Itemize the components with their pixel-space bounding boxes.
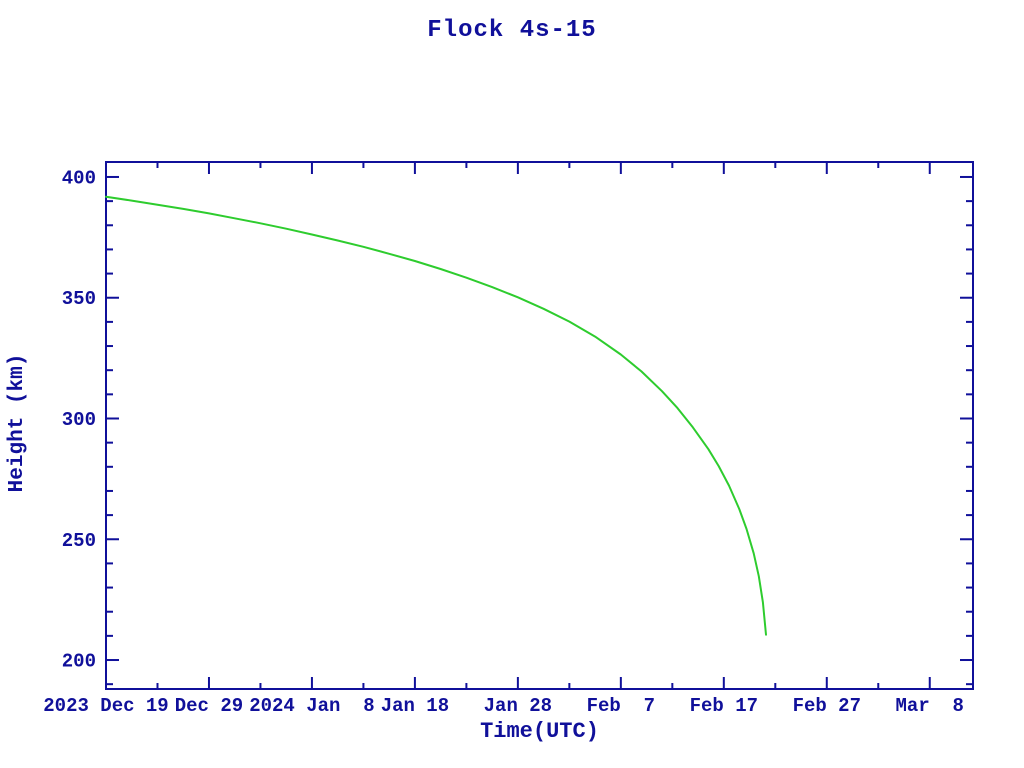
y-tick-label: 350 xyxy=(62,288,96,310)
chart-title: Flock 4s-15 xyxy=(427,17,597,44)
x-tick-label: Feb 27 xyxy=(793,695,861,717)
y-tick-label: 200 xyxy=(62,651,96,673)
x-tick-label: 2024 Jan 8 xyxy=(249,695,374,717)
plot-frame xyxy=(105,161,974,690)
y-tick-label: 250 xyxy=(62,530,96,552)
x-tick-label: Jan 18 xyxy=(381,695,449,717)
x-tick-label: Feb 7 xyxy=(587,695,655,717)
x-axis-title: Time(UTC) xyxy=(480,719,599,744)
y-tick-label: 300 xyxy=(62,409,96,431)
x-tick-label: Jan 28 xyxy=(484,695,552,717)
y-tick-label: 400 xyxy=(62,167,96,189)
x-tick-label: Dec 29 xyxy=(175,695,243,717)
decay-curve xyxy=(105,195,767,636)
y-axis-title: Height (km) xyxy=(6,353,29,493)
x-tick-label: Feb 17 xyxy=(690,695,758,717)
x-tick-label: Mar 8 xyxy=(896,695,964,717)
x-tick-label: 2023 Dec 19 xyxy=(43,695,168,717)
